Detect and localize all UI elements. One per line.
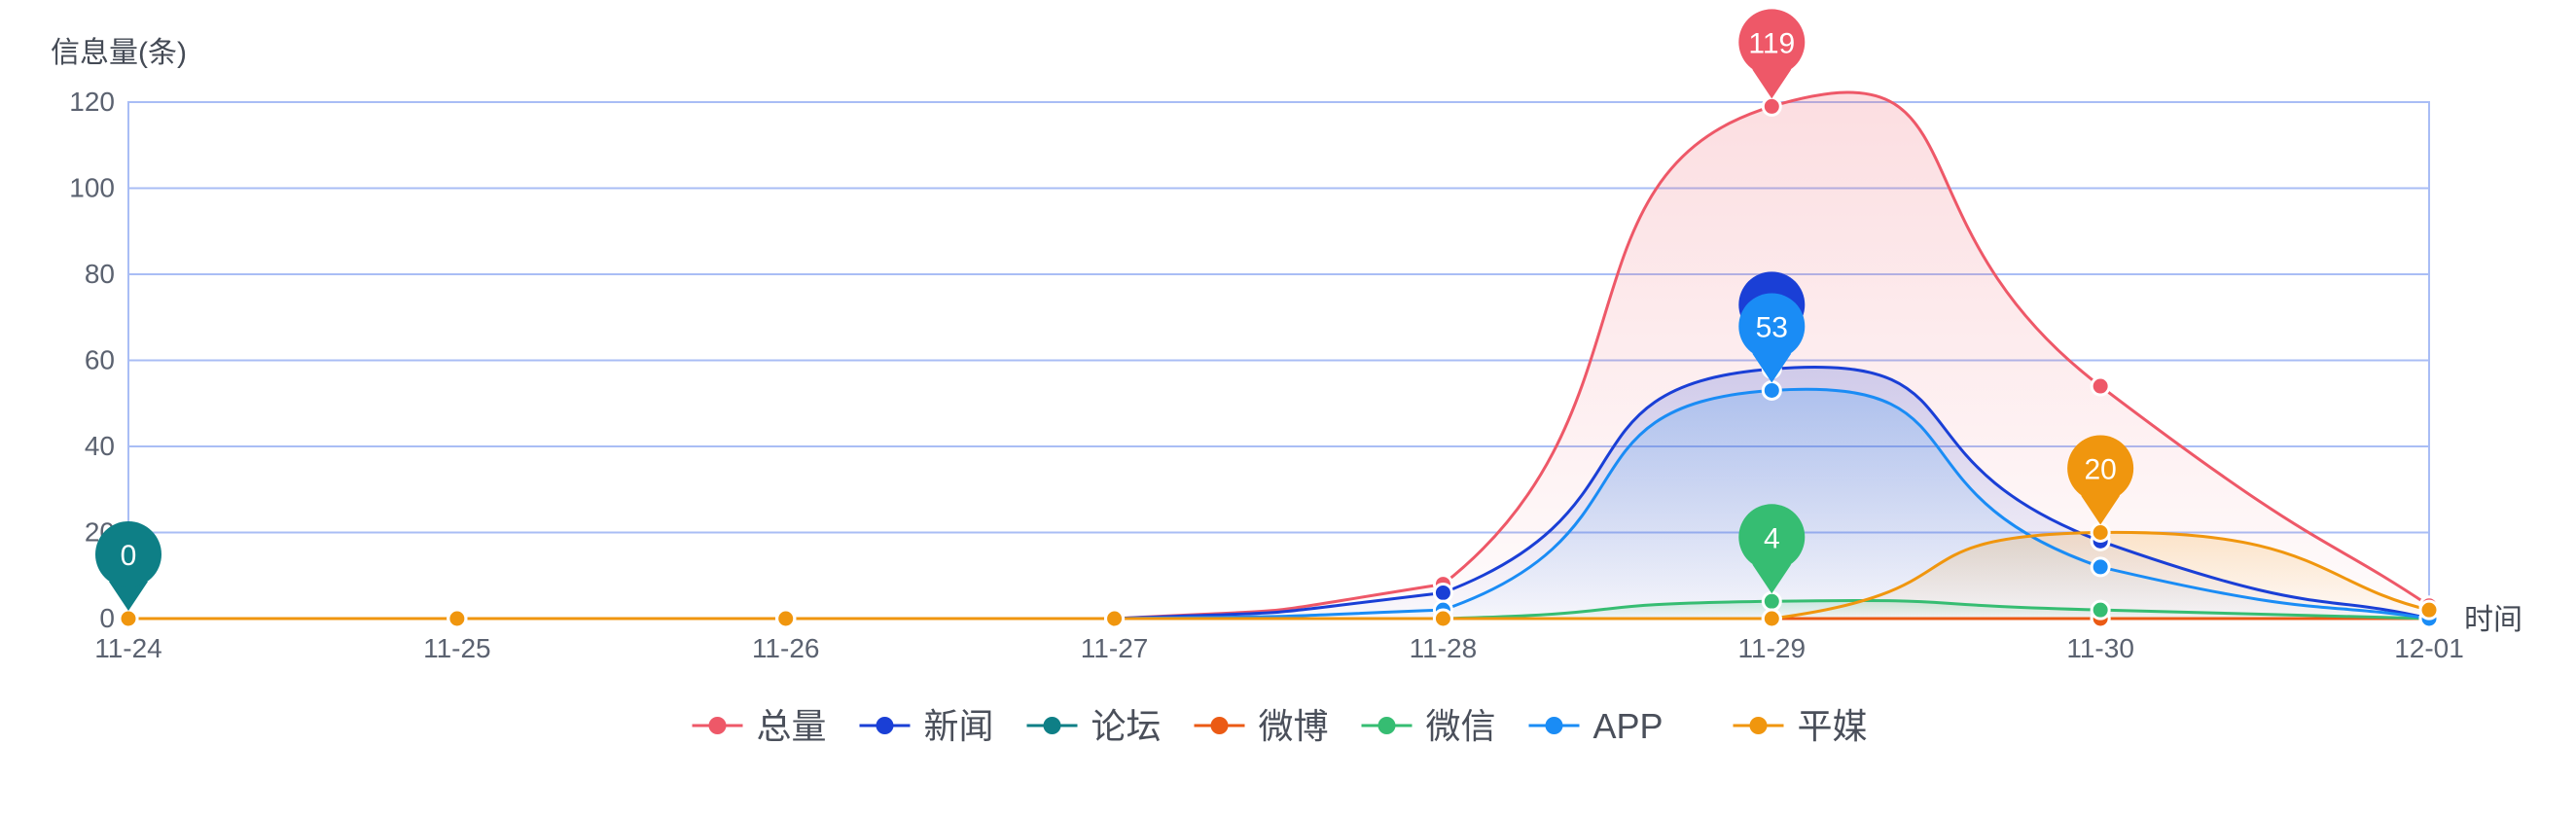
marker-tail <box>1752 353 1792 383</box>
legend-dot <box>1210 717 1229 734</box>
data-point[interactable] <box>1761 590 1782 612</box>
marker-label: 53 <box>1756 311 1788 343</box>
x-tick-label: 12-01 <box>2394 633 2464 663</box>
legend-dot <box>1749 717 1768 734</box>
legend-label: 总量 <box>757 706 827 746</box>
data-point[interactable] <box>1432 608 1453 629</box>
data-point[interactable] <box>2090 522 2111 543</box>
marker-tail <box>1752 69 1792 99</box>
series-line <box>128 530 2430 621</box>
legend-label: APP <box>1593 706 1664 746</box>
y-axis-name: 信息量(条) <box>51 37 187 69</box>
marker-label: 119 <box>1748 27 1795 59</box>
legend-dot <box>1545 717 1563 734</box>
x-tick-label: 11-30 <box>2066 633 2134 663</box>
legend-item[interactable]: 新闻 <box>859 706 994 746</box>
data-point[interactable] <box>2090 556 2111 578</box>
legend: 总量 新闻 论坛 微博 微信 APP 平媒 <box>692 706 1868 746</box>
data-point[interactable] <box>2418 599 2440 621</box>
marker-head <box>1738 504 1806 571</box>
series-area <box>128 389 2429 619</box>
series-points <box>118 95 2440 629</box>
x-tick-label: 11-26 <box>752 633 820 663</box>
data-point[interactable] <box>1104 608 1126 629</box>
y-tick-label: 100 <box>69 173 115 203</box>
data-point[interactable] <box>447 608 468 629</box>
x-tick-label: 11-29 <box>1738 633 1807 663</box>
marker-head <box>95 521 161 587</box>
marker-tail <box>109 582 148 611</box>
marker-head <box>2067 435 2134 502</box>
y-tick-label: 0 <box>99 603 115 633</box>
marker-head <box>1738 293 1806 360</box>
data-point[interactable] <box>1432 582 1453 603</box>
value-marker: 119 <box>1738 9 1806 99</box>
data-point[interactable] <box>118 608 139 629</box>
legend-dot <box>708 717 727 734</box>
marker-head <box>1738 9 1806 76</box>
value-marker: 20 <box>2067 435 2134 525</box>
y-tick-label: 120 <box>69 87 115 117</box>
series-area <box>128 532 2429 619</box>
y-tick-label: 40 <box>85 431 115 461</box>
legend-item[interactable]: 微信 <box>1361 706 1496 746</box>
data-point[interactable] <box>1761 95 1782 117</box>
legend-label: 微博 <box>1259 706 1329 746</box>
legend-label: 新闻 <box>924 706 994 746</box>
series-areas <box>128 92 2429 619</box>
x-axis-name: 时间 <box>2464 604 2522 636</box>
data-point[interactable] <box>2090 599 2111 621</box>
legend-label: 论坛 <box>1091 706 1162 746</box>
x-axis-ticks: 11-24 11-25 11-26 11-27 11-28 11-29 11-30 12-01 <box>94 619 2464 663</box>
data-point[interactable] <box>2090 375 2111 397</box>
legend-item[interactable]: 论坛 <box>1026 706 1162 746</box>
x-tick-label: 11-28 <box>1410 633 1478 663</box>
value-markers: 119 53 4 20 0 <box>95 9 2134 611</box>
value-marker: 53 <box>1738 293 1806 383</box>
marker-label: 20 <box>2084 454 2116 486</box>
data-point[interactable] <box>1761 608 1782 629</box>
series-lines <box>128 90 2430 621</box>
value-marker: 0 <box>95 521 161 611</box>
legend-dot <box>876 717 894 734</box>
legend-item[interactable]: 微博 <box>1194 706 1329 746</box>
marker-tail <box>1752 564 1792 594</box>
data-point[interactable] <box>1761 379 1782 401</box>
legend-item[interactable]: 总量 <box>692 706 827 746</box>
x-tick-label: 11-25 <box>423 633 491 663</box>
legend-label: 微信 <box>1426 706 1496 746</box>
y-tick-label: 60 <box>85 345 115 375</box>
x-tick-label: 11-27 <box>1081 633 1149 663</box>
marker-label: 0 <box>121 540 137 572</box>
legend-item[interactable]: 平媒 <box>1733 706 1868 746</box>
legend-item[interactable]: APP <box>1528 706 1664 746</box>
legend-dot <box>1043 717 1061 734</box>
x-tick-label: 11-24 <box>94 633 162 663</box>
marker-label: 4 <box>1764 522 1780 554</box>
data-point[interactable] <box>775 608 797 629</box>
y-tick-label: 80 <box>85 259 115 289</box>
legend-label: 平媒 <box>1798 706 1868 746</box>
legend-dot <box>1377 717 1396 734</box>
value-marker: 4 <box>1738 504 1806 594</box>
marker-tail <box>2081 495 2121 525</box>
